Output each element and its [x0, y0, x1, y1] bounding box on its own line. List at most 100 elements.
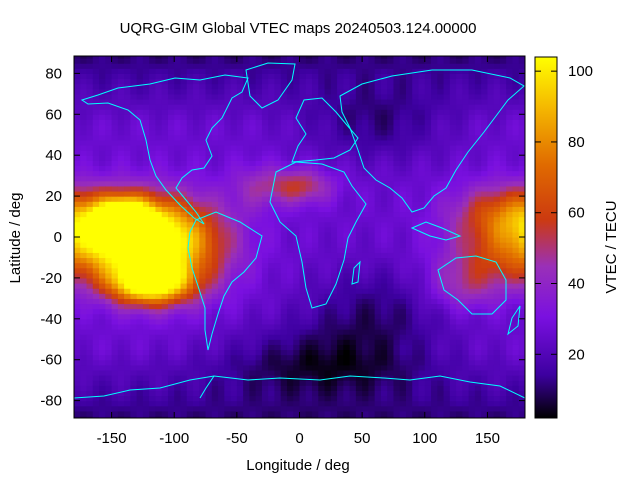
heatmap-cell [180, 288, 188, 294]
heatmap-cell [161, 58, 169, 64]
heatmap-cell [431, 318, 438, 325]
heatmap-cell [312, 114, 319, 120]
heatmap-cell [399, 359, 407, 366]
heatmap-cell [387, 262, 395, 269]
heatmap-cell [224, 395, 232, 402]
heatmap-cell [368, 129, 376, 136]
heatmap-cell [199, 242, 207, 248]
heatmap-cell [236, 344, 244, 351]
heatmap-cell [405, 119, 413, 126]
heatmap-cell [261, 160, 269, 167]
heatmap-cell [443, 109, 451, 115]
heatmap-cell [456, 359, 463, 366]
heatmap-cell [274, 221, 282, 228]
heatmap-cell [443, 277, 451, 284]
heatmap-cell [387, 354, 395, 361]
heatmap-cell [449, 262, 457, 269]
heatmap-cell [487, 354, 495, 361]
heatmap-cell [412, 93, 420, 100]
heatmap-cell [337, 88, 344, 95]
heatmap-cell [180, 196, 188, 202]
heatmap-cell [155, 114, 163, 120]
heatmap-cell [261, 185, 269, 192]
heatmap-cell [268, 73, 276, 80]
heatmap-cell [236, 196, 244, 202]
heatmap-cell [456, 349, 463, 356]
heatmap-cell [481, 257, 489, 264]
heatmap-cell [399, 252, 407, 259]
heatmap-cell [193, 380, 200, 386]
heatmap-cell [380, 303, 388, 310]
heatmap-cell [268, 211, 276, 218]
heatmap-cell [236, 385, 244, 391]
heatmap-cell [105, 257, 113, 264]
heatmap-cell [186, 129, 194, 136]
heatmap-cell [211, 134, 219, 141]
heatmap-cell [493, 364, 501, 371]
heatmap-cell [155, 190, 163, 197]
heatmap-cell [236, 93, 244, 100]
heatmap-cell [343, 190, 351, 197]
heatmap-cell [368, 359, 376, 366]
heatmap-cell [218, 354, 225, 361]
heatmap-cell [255, 134, 263, 141]
heatmap-cell [199, 196, 207, 202]
heatmap-cell [205, 262, 213, 269]
heatmap-cell [312, 359, 319, 366]
heatmap-cell [180, 247, 188, 253]
heatmap-cell [80, 329, 88, 335]
heatmap-cell [449, 93, 457, 100]
heatmap-cell [324, 283, 332, 289]
heatmap-cell [330, 308, 338, 315]
heatmap-cell [293, 267, 301, 274]
heatmap-cell [74, 369, 81, 376]
heatmap-cell [230, 211, 238, 218]
heatmap-cell [330, 252, 338, 259]
heatmap-cell [218, 375, 225, 381]
heatmap-cell [142, 196, 150, 202]
heatmap-cell [324, 385, 332, 391]
heatmap-cell [487, 303, 495, 310]
heatmap-cell [418, 252, 426, 259]
heatmap-cell [437, 395, 445, 402]
heatmap-cell [224, 124, 232, 131]
heatmap-cell [211, 63, 219, 69]
heatmap-cell [211, 196, 219, 202]
heatmap-cell [117, 155, 125, 161]
heatmap-cell [487, 277, 495, 284]
heatmap-cell [86, 165, 94, 172]
heatmap-cell [199, 293, 207, 299]
heatmap-cell [355, 68, 363, 74]
heatmap-cell [481, 98, 489, 105]
heatmap-cell [211, 221, 219, 228]
heatmap-cell [105, 63, 113, 69]
heatmap-cell [481, 68, 489, 74]
heatmap-cell [111, 78, 119, 85]
heatmap-cell [92, 124, 100, 131]
heatmap-cell [174, 175, 182, 182]
heatmap-cell [286, 139, 294, 146]
heatmap-cell [305, 196, 313, 202]
heatmap-cell [155, 395, 163, 402]
heatmap-cell [230, 323, 238, 330]
heatmap-cell [468, 375, 476, 381]
heatmap-cell [355, 237, 363, 243]
heatmap-cell [180, 124, 188, 131]
heatmap-cell [387, 144, 395, 151]
heatmap-cell [474, 93, 482, 100]
heatmap-cell [349, 226, 357, 233]
heatmap-cell [243, 180, 250, 187]
heatmap-cell [499, 58, 507, 64]
heatmap-cell [481, 216, 489, 223]
heatmap-cell [449, 272, 457, 279]
heatmap-cell [431, 349, 438, 356]
heatmap-cell [312, 390, 319, 397]
heatmap-cell [481, 308, 489, 315]
heatmap-cell [337, 323, 344, 330]
heatmap-cell [343, 395, 351, 402]
heatmap-cell [431, 83, 438, 90]
heatmap-cell [330, 257, 338, 264]
heatmap-cell [412, 124, 420, 131]
heatmap-cell [117, 405, 125, 412]
heatmap-cell [255, 144, 263, 151]
